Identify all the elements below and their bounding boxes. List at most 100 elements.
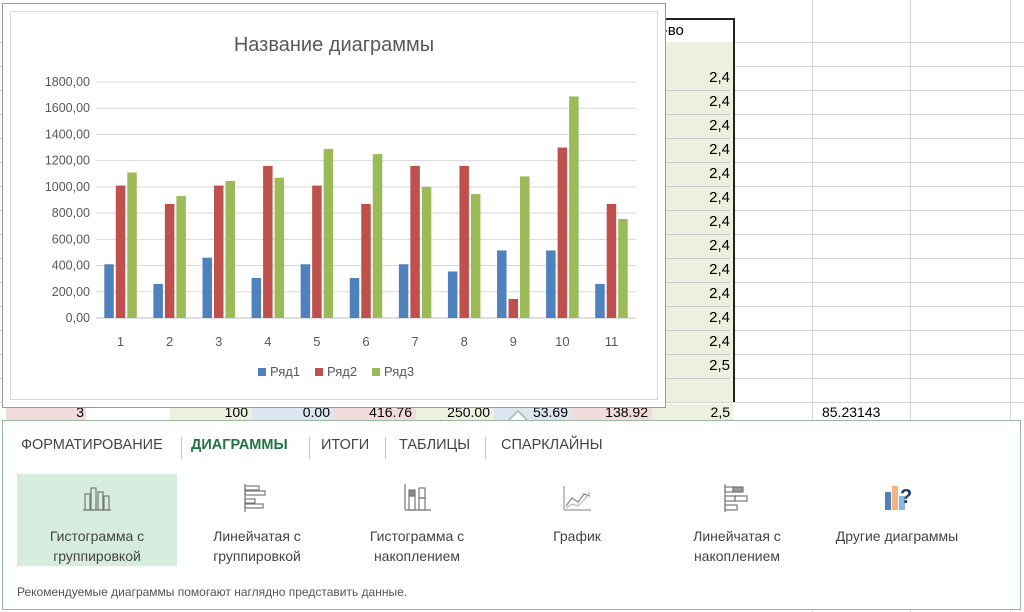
bar-Ряд3	[470, 194, 481, 318]
more-charts-icon: ?	[885, 486, 912, 510]
legend-swatch	[315, 368, 323, 376]
tab-totals[interactable]: ИТОГИ	[321, 437, 370, 453]
bar-Ряд2	[263, 165, 273, 318]
bar-Ряд1	[349, 278, 360, 318]
x-tick-label: 5	[313, 334, 320, 349]
y-tick-label: 400,00	[52, 259, 90, 273]
cell-value[interactable]: 0.00	[302, 404, 330, 420]
chart-title[interactable]: Название диаграммы	[233, 34, 435, 56]
legend-swatch	[372, 368, 380, 376]
cell-value[interactable]: 2,4	[652, 114, 730, 139]
cell-value[interactable]: 2,4	[652, 234, 730, 259]
x-tick-label: 4	[264, 334, 271, 349]
tab-formatting[interactable]: ФОРМАТИРОВАНИЕ	[21, 437, 163, 453]
bar-Ряд2	[410, 165, 420, 318]
cell-value[interactable]: 2,4	[652, 258, 730, 283]
x-tick-label: 10	[555, 334, 569, 349]
bar-Ряд3	[225, 180, 235, 318]
cell-value[interactable]: 250.00	[447, 404, 490, 420]
bar-Ряд3	[176, 196, 186, 318]
tab-sparklines[interactable]: СПАРКЛАЙНЫ	[501, 437, 603, 453]
cell-value[interactable]: 2,4	[652, 90, 730, 115]
line-chart-icon	[563, 486, 591, 511]
cell-value[interactable]: 3	[76, 404, 84, 420]
bar-Ряд2	[508, 298, 519, 318]
x-tick-label: 11	[605, 334, 619, 349]
bar-Ряд1	[202, 257, 212, 318]
bar-Ряд3	[520, 176, 530, 318]
y-tick-label: 1600,00	[45, 101, 90, 115]
option-more-charts[interactable]: ? Другие диаграммы	[817, 474, 977, 566]
y-tick-label: 800,00	[52, 206, 90, 220]
bar-Ряд2	[557, 147, 568, 318]
cell-value[interactable]: 2,4	[652, 186, 730, 211]
option-label: Линейчатая с группировкой	[213, 528, 301, 564]
cell-value[interactable]: 100	[224, 404, 248, 420]
bar-Ряд2	[115, 185, 126, 318]
y-tick-label: 1000,00	[45, 180, 90, 194]
x-tick-label: 2	[166, 334, 173, 349]
tab-separator	[181, 437, 182, 459]
bar-Ряд1	[300, 264, 311, 318]
cell-value[interactable]: 2,4	[652, 306, 730, 331]
option-stacked-column[interactable]: Гистограмма с накоплением	[337, 474, 497, 566]
x-tick-label: 7	[411, 334, 418, 349]
clustered-bar-icon	[244, 484, 266, 512]
option-label: Линейчатая с накоплением	[693, 528, 781, 564]
bar-Ряд1	[595, 283, 605, 318]
x-tick-label: 6	[362, 334, 369, 349]
panel-pointer-inner	[509, 412, 527, 421]
cell-value[interactable]: 2,5	[710, 404, 730, 420]
tab-charts[interactable]: ДИАГРАММЫ	[191, 437, 288, 453]
option-label: Гистограмма с накоплением	[369, 528, 465, 564]
y-tick-label: 1200,00	[45, 154, 90, 168]
cell-value[interactable]: 85.23143	[822, 404, 881, 420]
chart-plot[interactable]: 0,00 200,00 400,00 600,00 800,00 1000,00 1200,…	[3, 4, 665, 407]
bar-Ряд1	[398, 264, 409, 318]
y-tick-label: 1800,00	[45, 75, 90, 89]
bar-Ряд1	[447, 271, 458, 318]
bar-Ряд2	[361, 203, 371, 318]
bar-Ряд2	[459, 165, 469, 318]
table-row[interactable]: 3 100 0.00 416.76 250.00 53.69 138.92 2,…	[0, 404, 880, 420]
cell-value[interactable]: 2,5	[652, 354, 730, 379]
cell-value[interactable]: 2,4	[652, 330, 730, 355]
cell-value[interactable]: 2,4	[652, 138, 730, 163]
cell-value[interactable]: 2,4	[652, 66, 730, 91]
legend-swatch	[258, 368, 266, 376]
option-label: Другие диаграммы	[835, 528, 959, 544]
option-label: Гистограмма с группировкой	[49, 528, 145, 564]
x-tick-label: 1	[117, 334, 124, 349]
option-stacked-bar[interactable]: Линейчатая с накоплением	[657, 474, 817, 566]
y-tick-label: 0,00	[66, 311, 90, 325]
option-line-chart[interactable]: График	[497, 474, 657, 566]
svg-text:?: ?	[900, 486, 912, 508]
option-clustered-bar[interactable]: Линейчатая с группировкой	[177, 474, 337, 566]
cell-value[interactable]: 138.92	[605, 404, 648, 420]
chart-object[interactable]: Название диаграммы 0,00 200,00 400,00 600,0…	[2, 3, 666, 408]
bar-Ряд2	[606, 203, 617, 318]
option-clustered-column[interactable]: Гистограмма с группировкой	[17, 474, 177, 566]
cell-value[interactable]: 2,4	[652, 162, 730, 187]
bar-Ряд3	[127, 172, 137, 318]
cell-value[interactable]: 53.69	[532, 404, 568, 420]
bar-Ряд2	[164, 203, 175, 318]
stacked-column-icon	[404, 484, 431, 511]
clustered-column-icon	[83, 487, 111, 511]
bar-Ряд3	[421, 186, 432, 318]
bar-Ряд2	[312, 185, 322, 318]
y-tick-label: 600,00	[52, 232, 90, 246]
legend-label: Ряд1	[270, 364, 300, 379]
y-tick-label: 200,00	[52, 285, 90, 299]
x-tick-label: 3	[215, 334, 222, 349]
cell-value[interactable]: 2,4	[652, 210, 730, 235]
tab-separator	[309, 437, 310, 459]
bar-Ряд3	[618, 219, 628, 318]
cell-value[interactable]: 416.76	[369, 404, 412, 420]
x-tick-label: 8	[461, 334, 468, 349]
legend-label: Ряд2	[327, 364, 357, 379]
cell-value[interactable]: 2,4	[652, 282, 730, 307]
bar-Ряд3	[569, 96, 579, 318]
tab-tables[interactable]: ТАБЛИЦЫ	[399, 437, 471, 453]
panel-hint-text: Рекомендуемые диаграммы помогают наглядн…	[17, 585, 408, 599]
